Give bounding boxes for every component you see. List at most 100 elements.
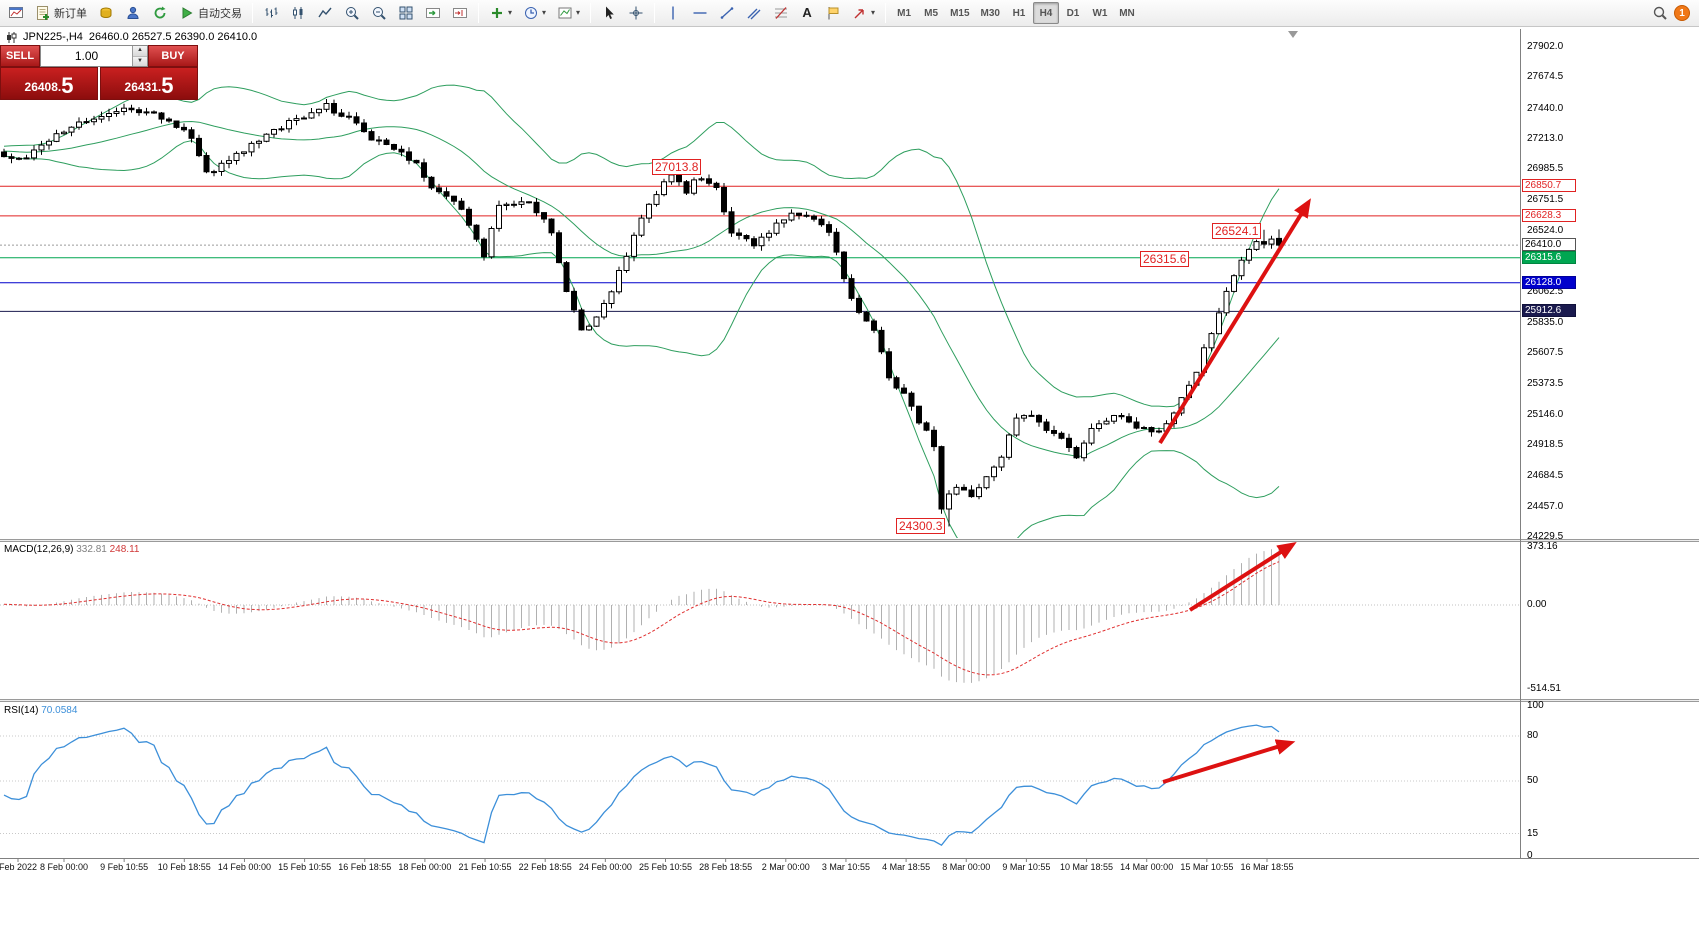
macd-name: MACD(12,26,9) xyxy=(4,544,74,555)
toolbar-separator xyxy=(590,3,592,23)
chevron-down-icon: ▾ xyxy=(542,8,547,17)
trade-panel-controls: SELL 1.00 ▲ ▼ BUY xyxy=(0,45,198,67)
rsi-title: RSI(14) 70.0584 xyxy=(4,705,77,716)
macd-pane[interactable] xyxy=(0,542,1520,698)
fibonacci-tool-button[interactable] xyxy=(768,2,794,24)
rsi-value: 70.0584 xyxy=(41,705,78,716)
main-chart-pane[interactable] xyxy=(0,29,1520,538)
search-icon xyxy=(1653,6,1667,20)
refresh-icon xyxy=(154,6,166,19)
indicators-button[interactable]: ▾ xyxy=(484,2,517,24)
price-axis[interactable] xyxy=(1520,29,1699,858)
timeframe-h1-button[interactable]: H1 xyxy=(1012,7,1026,19)
candlestick-mode-button[interactable] xyxy=(285,2,311,24)
auto-scroll-button[interactable] xyxy=(420,2,446,24)
main-chart-plot xyxy=(0,84,1520,538)
line-chart-icon xyxy=(318,7,332,18)
trendline-tool-button[interactable] xyxy=(714,2,740,24)
timeframe-m5-button[interactable]: M5 xyxy=(924,7,939,19)
zoom-in-icon xyxy=(346,7,359,20)
buy-button[interactable]: BUY xyxy=(148,45,198,67)
notification-badge[interactable]: 1 xyxy=(1674,5,1690,21)
channel-tool-button[interactable] xyxy=(741,2,767,24)
cursor-tool-button[interactable] xyxy=(596,2,622,24)
macd-plot xyxy=(0,549,1520,683)
timeframe-group: M1 M5 M15 M30 H1 H4 D1 W1 MN xyxy=(891,2,1140,24)
volume-down-button[interactable]: ▼ xyxy=(133,56,147,66)
chart-shift-marker xyxy=(1288,31,1298,38)
fibonacci-icon xyxy=(775,7,788,19)
trendline-icon xyxy=(720,7,734,19)
timeframe-m15-button[interactable]: M15 xyxy=(950,7,970,19)
sell-price-main: 26408. xyxy=(24,80,62,94)
text-tool-button[interactable]: A xyxy=(795,2,819,24)
search-button[interactable] xyxy=(1647,2,1673,24)
market-watch-button[interactable] xyxy=(93,2,119,24)
bar-chart-mode-button[interactable] xyxy=(258,2,284,24)
timeframe-h4-button[interactable]: H4 xyxy=(1032,2,1059,24)
symbol-info-bar: JPN225-,H4 26460.0 26527.5 26390.0 26410… xyxy=(6,31,257,43)
tile-windows-button[interactable] xyxy=(393,2,419,24)
arrow-shape-icon xyxy=(854,9,864,19)
sell-button[interactable]: SELL xyxy=(0,45,40,67)
rsi-pane[interactable] xyxy=(0,703,1520,858)
one-click-trade-panel: SELL 1.00 ▲ ▼ BUY 26408. 5 26431. 5 xyxy=(0,45,198,100)
volume-spinner: ▲ ▼ xyxy=(132,46,147,66)
periods-button[interactable]: ▾ xyxy=(518,2,551,24)
chevron-down-icon: ▾ xyxy=(508,8,513,17)
macd-signal-value: 248.11 xyxy=(109,544,140,555)
vertical-line-tool-button[interactable] xyxy=(660,2,686,24)
templates-button[interactable]: ▾ xyxy=(552,2,585,24)
symbol-ohlc-values: 26460.0 26527.5 26390.0 26410.0 xyxy=(88,31,258,43)
timeframe-mn-button[interactable]: MN xyxy=(1119,7,1135,19)
timeframe-m1-button[interactable]: M1 xyxy=(897,7,912,19)
auto-trading-button[interactable]: 自动交易 xyxy=(174,2,247,24)
chart-shift-icon xyxy=(453,8,467,18)
trend-arrow xyxy=(1188,541,1297,612)
trade-panel-prices: 26408. 5 26431. 5 xyxy=(0,67,198,100)
buy-price-main: 26431. xyxy=(124,80,162,94)
chart-shift-button[interactable] xyxy=(447,2,473,24)
line-chart-mode-button[interactable] xyxy=(312,2,338,24)
symbol-name: JPN225-,H4 xyxy=(23,31,83,43)
new-order-button[interactable]: 新订单 xyxy=(30,2,92,24)
refresh-button[interactable] xyxy=(147,2,173,24)
crosshair-tool-button[interactable] xyxy=(623,2,649,24)
rsi-name: RSI(14) xyxy=(4,705,39,716)
navigator-button[interactable] xyxy=(120,2,146,24)
toolbar-separator xyxy=(478,3,479,23)
buy-price-big-digit: 5 xyxy=(161,73,174,98)
timeframe-m30-button[interactable]: M30 xyxy=(980,7,1000,19)
zoom-in-button[interactable] xyxy=(339,2,365,24)
new-order-label: 新订单 xyxy=(54,8,87,20)
toolbar-separator xyxy=(885,3,887,23)
shapes-tool-button[interactable]: ▾ xyxy=(847,2,880,24)
trend-arrow xyxy=(1162,739,1296,784)
volume-control: 1.00 ▲ ▼ xyxy=(40,45,148,67)
horizontal-line-tool-button[interactable] xyxy=(687,2,713,24)
horizontal-line-icon xyxy=(693,12,707,14)
new-chart-icon xyxy=(9,7,23,18)
volume-input[interactable]: 1.00 xyxy=(74,49,99,63)
tile-windows-icon xyxy=(399,6,413,20)
timeframe-d1-button[interactable]: D1 xyxy=(1066,7,1080,19)
zoom-out-button[interactable] xyxy=(366,2,392,24)
timeframe-w1-button[interactable]: W1 xyxy=(1092,7,1108,19)
auto-trading-icon xyxy=(182,7,193,19)
bar-chart-icon xyxy=(265,7,278,18)
toolbar-separator xyxy=(654,3,656,23)
volume-up-button[interactable]: ▲ xyxy=(133,46,147,57)
cursor-icon xyxy=(606,6,614,19)
time-axis[interactable] xyxy=(0,858,1520,876)
vertical-line-icon xyxy=(672,6,674,20)
buy-price-button[interactable]: 26431. 5 xyxy=(100,67,198,100)
zoom-out-icon xyxy=(373,7,386,20)
chevron-down-icon: ▾ xyxy=(576,8,581,17)
new-chart-button[interactable] xyxy=(3,2,29,24)
auto-trading-label: 自动交易 xyxy=(198,8,242,20)
chevron-down-icon: ▾ xyxy=(871,8,876,17)
label-tool-button[interactable] xyxy=(820,2,846,24)
navigator-icon xyxy=(127,6,139,19)
sell-price-button[interactable]: 26408. 5 xyxy=(0,67,98,100)
